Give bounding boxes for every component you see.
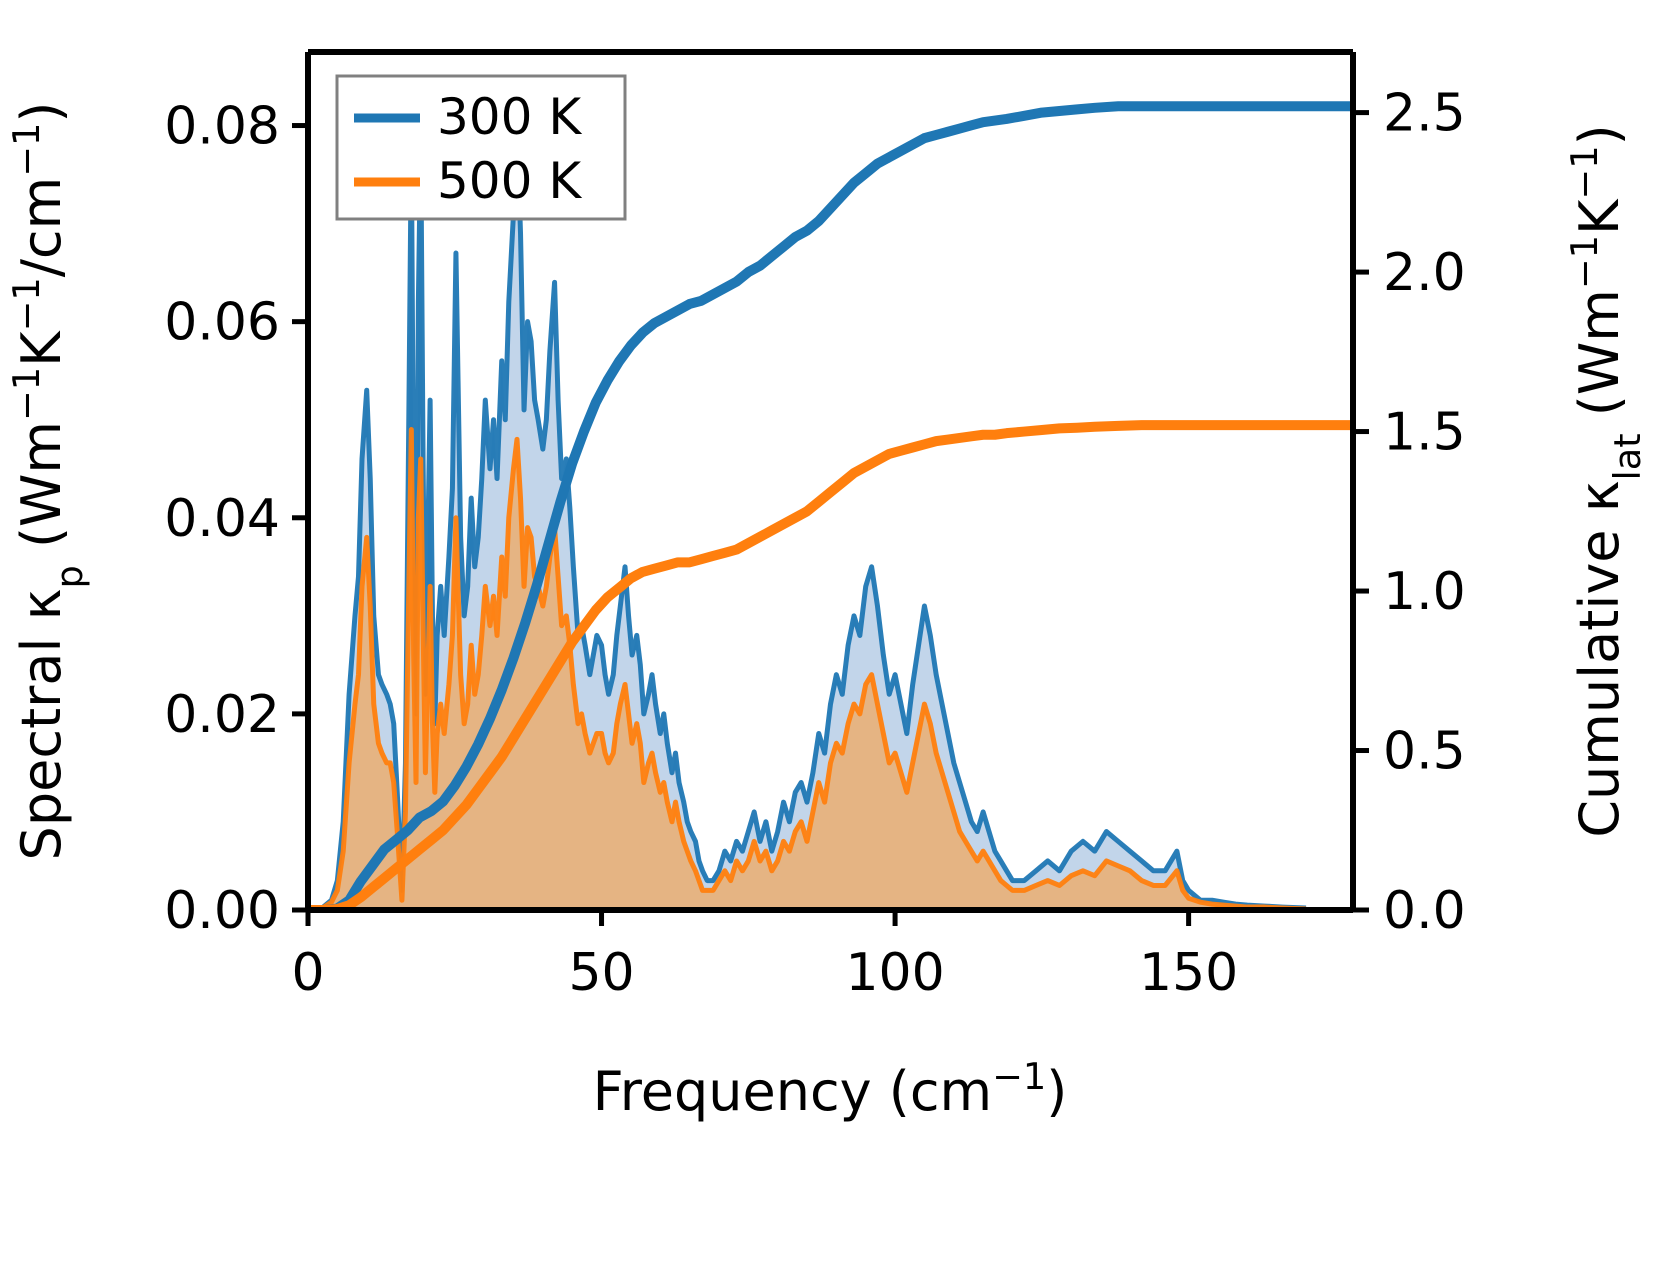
- y-tick-label-right: 2.5: [1383, 84, 1466, 144]
- y-axis-left-label: Spectral κp (Wm−1K−1/cm−1): [5, 102, 91, 861]
- y-tick-label-right: 0.5: [1383, 722, 1466, 782]
- legend-label-300k: 300 K: [437, 88, 582, 146]
- x-tick-label: 50: [568, 943, 634, 1003]
- tick-marks: [292, 110, 1369, 926]
- x-tick-label: 0: [291, 943, 324, 1003]
- tick-labels: 0 50 100 150 0.00 0.02 0.04 0.06 0.08 0.0 0.5 1.0 1.…: [164, 84, 1465, 1003]
- legend-label-500k: 500 K: [437, 152, 582, 210]
- y-tick-label-left: 0.06: [164, 293, 280, 353]
- chart-legend[interactable]: 300 K 500 K: [335, 74, 627, 221]
- y-tick-label-right: 1.5: [1383, 403, 1466, 463]
- y-tick-label-left: 0.04: [164, 489, 280, 549]
- spectrum-fill: [308, 429, 1307, 910]
- cumulative-line: [308, 101, 1353, 910]
- y-tick-label-right: 1.0: [1383, 562, 1466, 622]
- y-tick-label-right: 2.0: [1383, 243, 1466, 303]
- axis-spines: [305, 49, 1356, 913]
- series-layer: [308, 101, 1353, 910]
- cumulative-line: [308, 420, 1353, 910]
- y-tick-label-right: 0.0: [1383, 881, 1466, 941]
- x-axis-label: Frequency (cm−1): [593, 1055, 1068, 1124]
- spectrum-outline: [308, 123, 1307, 910]
- x-tick-label: 100: [845, 943, 944, 1003]
- y-tick-label-left: 0.02: [164, 685, 280, 745]
- x-tick-label: 150: [1139, 943, 1238, 1003]
- spectrum-outline: [308, 427, 1307, 910]
- y-tick-label-left: 0.00: [164, 881, 280, 941]
- y-axis-right-label: Cumulative κlat (Wm−1K−1): [1563, 124, 1649, 837]
- legend-box: [335, 74, 627, 221]
- y-tick-label-left: 0.08: [164, 97, 280, 157]
